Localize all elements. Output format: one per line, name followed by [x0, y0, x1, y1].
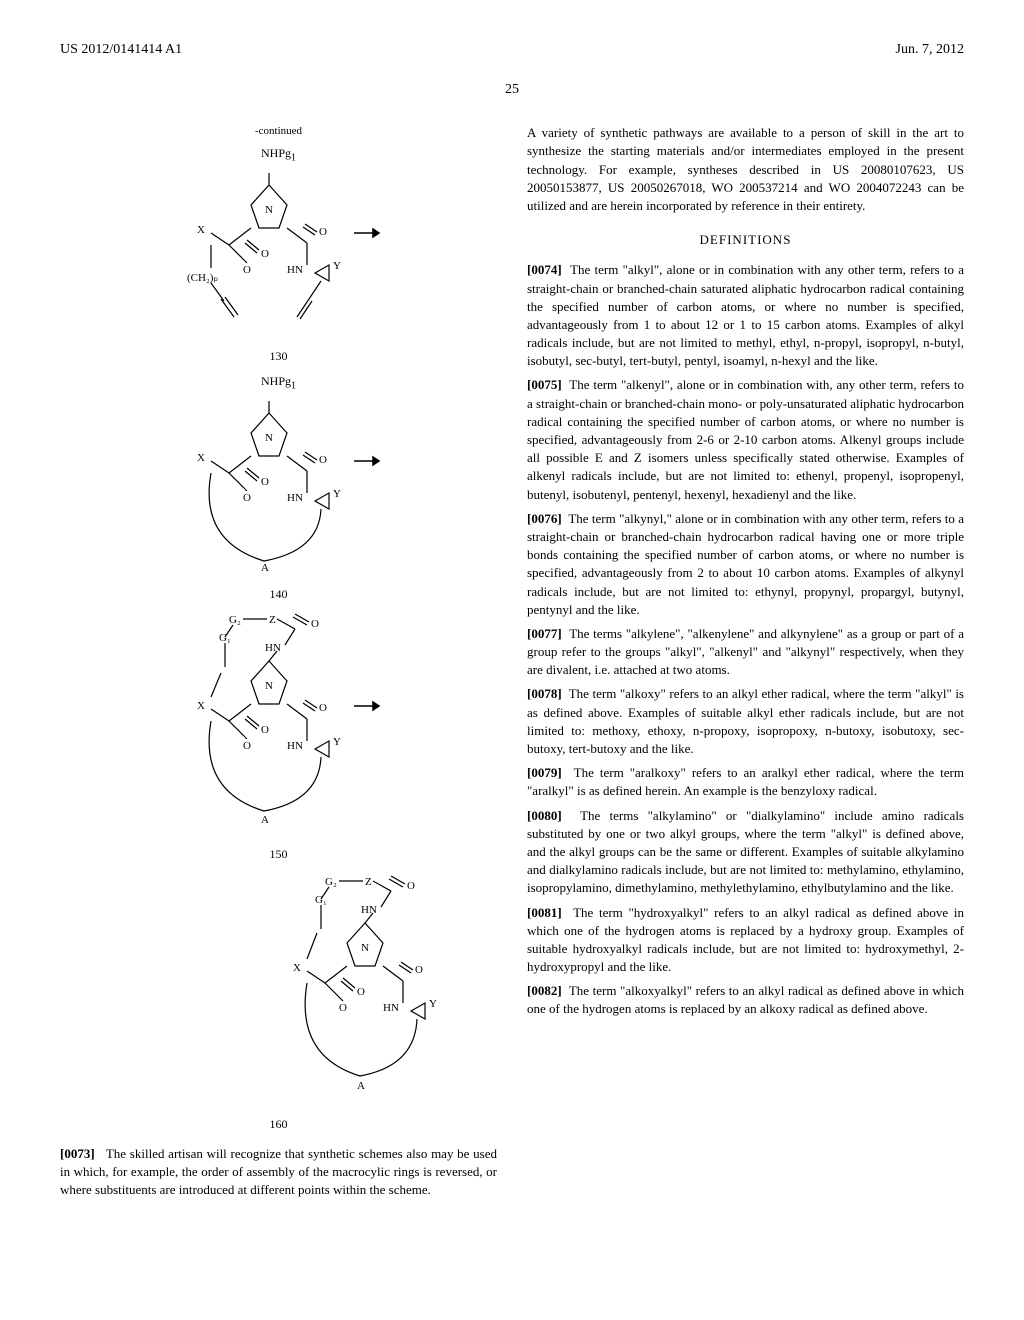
svg-text:O: O [243, 740, 251, 752]
svg-text:A: A [261, 814, 269, 826]
svg-text:O: O [261, 248, 269, 260]
paragraph-0073: [0073] The skilled artisan will recogniz… [60, 1145, 497, 1200]
definition-para: [0079] The term "aralkoxy" refers to an … [527, 764, 964, 800]
svg-text:Y: Y [333, 736, 341, 748]
para-num: [0081] [527, 905, 562, 920]
para-text: The terms "alkylene", "alkenylene" and a… [527, 626, 964, 677]
svg-text:O: O [339, 1002, 347, 1014]
definition-para: [0080] The terms "alkylamino" or "dialky… [527, 807, 964, 898]
two-column-layout: -continued NHPg1 N X O O [60, 124, 964, 1199]
structure-140: N X O O O HN Y [60, 401, 497, 581]
svg-text:O: O [407, 880, 415, 892]
para-num: [0076] [527, 511, 562, 526]
svg-text:G₂: G₂ [229, 614, 241, 626]
svg-text:Z: Z [365, 876, 372, 888]
svg-text:(CH₂)ₚ: (CH₂)ₚ [187, 272, 218, 284]
definition-para: [0078] The term "alkoxy" refers to an al… [527, 685, 964, 758]
svg-text:HN: HN [287, 740, 303, 752]
svg-text:O: O [319, 454, 327, 466]
svg-text:HN: HN [287, 492, 303, 504]
svg-text:X: X [293, 962, 301, 974]
structure-140-toplabel: NHPg1 [60, 373, 497, 393]
para-text: The term "alkynyl," alone or in combinat… [527, 511, 964, 617]
svg-text:A: A [357, 1080, 365, 1092]
structure-130: N X O O (CH₂)ₚ [60, 173, 497, 343]
svg-text:O: O [311, 618, 319, 630]
para-num: [0080] [527, 808, 562, 823]
para-0073-text: The skilled artisan will recognize that … [60, 1146, 497, 1197]
definitions-heading: DEFINITIONS [527, 231, 964, 249]
definition-para: [0076] The term "alkynyl," alone or in c… [527, 510, 964, 619]
page-number: 25 [60, 80, 964, 100]
structure-160: G₂ Z O G₁ HN N X [60, 871, 497, 1111]
svg-text:G₁: G₁ [219, 632, 231, 644]
definition-para: [0077] The terms "alkylene", "alkenylene… [527, 625, 964, 680]
para-text: The term "alkoxyalkyl" refers to an alky… [527, 983, 964, 1016]
intro-paragraph: A variety of synthetic pathways are avai… [527, 124, 964, 215]
structure-130-label: 130 [60, 348, 497, 365]
svg-text:N: N [265, 432, 273, 444]
definition-para: [0081] The term "hydroxyalkyl" refers to… [527, 904, 964, 977]
svg-text:Y: Y [333, 260, 341, 272]
svg-text:O: O [319, 702, 327, 714]
svg-text:G₂: G₂ [325, 876, 337, 888]
para-text: The term "hydroxyalkyl" refers to an alk… [527, 905, 964, 975]
svg-text:HN: HN [383, 1002, 399, 1014]
svg-text:N: N [265, 680, 273, 692]
svg-text:O: O [415, 964, 423, 976]
svg-text:N: N [265, 204, 273, 216]
definitions-list: [0074] The term "alkyl", alone or in com… [527, 261, 964, 1018]
right-column: A variety of synthetic pathways are avai… [527, 124, 964, 1199]
svg-text:O: O [243, 492, 251, 504]
para-num: [0079] [527, 765, 562, 780]
para-num: [0077] [527, 626, 562, 641]
svg-text:O: O [319, 226, 327, 238]
structure-150-label: 150 [60, 846, 497, 863]
svg-text:X: X [197, 700, 205, 712]
svg-text:X: X [197, 452, 205, 464]
svg-text:Y: Y [429, 998, 437, 1010]
svg-text:N: N [361, 942, 369, 954]
para-text: The term "aralkoxy" refers to an aralkyl… [527, 765, 964, 798]
publication-number: US 2012/0141414 A1 [60, 40, 182, 60]
svg-text:Y: Y [333, 488, 341, 500]
para-text: The term "alkyl", alone or in combinatio… [527, 262, 964, 368]
para-0073-num: [0073] [60, 1146, 95, 1161]
svg-text:O: O [261, 476, 269, 488]
para-num: [0078] [527, 686, 562, 701]
structure-130-toplabel: NHPg1 [60, 145, 497, 165]
svg-text:G₁: G₁ [315, 894, 327, 906]
para-text: The term "alkenyl", alone or in combinat… [527, 377, 964, 501]
svg-text:X: X [197, 224, 205, 236]
svg-text:HN: HN [265, 642, 281, 654]
continued-label: -continued [60, 124, 497, 139]
left-column: -continued NHPg1 N X O O [60, 124, 497, 1199]
definition-para: [0074] The term "alkyl", alone or in com… [527, 261, 964, 370]
structure-160-label: 160 [60, 1116, 497, 1133]
definition-para: [0082] The term "alkoxyalkyl" refers to … [527, 982, 964, 1018]
publication-date: Jun. 7, 2012 [896, 40, 964, 60]
para-num: [0074] [527, 262, 562, 277]
svg-text:Z: Z [269, 614, 276, 626]
para-num: [0075] [527, 377, 562, 392]
page-header: US 2012/0141414 A1 Jun. 7, 2012 [60, 40, 964, 60]
para-text: The terms "alkylamino" or "dialkylamino"… [527, 808, 964, 896]
para-num: [0082] [527, 983, 562, 998]
structure-140-label: 140 [60, 586, 497, 603]
para-text: The term "alkoxy" refers to an alkyl eth… [527, 686, 964, 756]
svg-text:HN: HN [287, 264, 303, 276]
definition-para: [0075] The term "alkenyl", alone or in c… [527, 376, 964, 503]
svg-text:O: O [243, 264, 251, 276]
svg-text:HN: HN [361, 904, 377, 916]
svg-text:O: O [357, 986, 365, 998]
svg-text:A: A [261, 562, 269, 574]
svg-text:O: O [261, 724, 269, 736]
structure-150: G₂ Z O G₁ HN N X [60, 611, 497, 841]
